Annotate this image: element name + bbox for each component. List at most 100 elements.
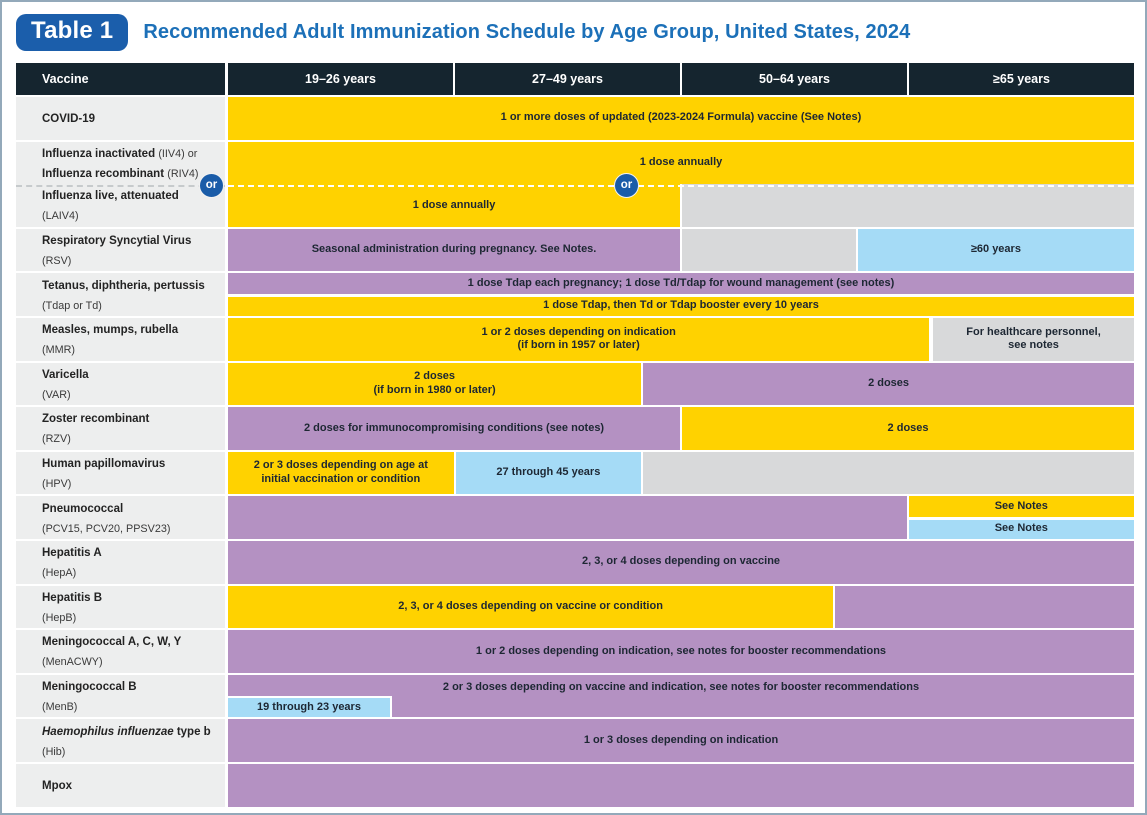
schedule-bar-yellow: 1 dose Tdap, then Td or Tdap booster eve… [228, 294, 1134, 316]
schedule-bar-gray [641, 451, 1134, 495]
row-bar-area: 2 or 3 doses depending on vaccine and in… [228, 674, 1134, 718]
schedule-bar-gray [680, 228, 856, 272]
vaccine-row: Respiratory Syncytial Virus (RSV) Seasonal… [16, 228, 1134, 272]
vaccine-name-line: Hepatitis A [42, 547, 102, 560]
vaccine-name-line: Meningococcal B [42, 681, 137, 694]
vaccine-row: Zoster recombinant (RZV) 2 doses for immun… [16, 407, 1134, 450]
row-bar-area: 2, 3, or 4 doses depending on vaccine or… [228, 585, 1134, 629]
vaccine-name-line: Measles, mumps, rubella [42, 324, 179, 337]
vaccine-row: Measles, mumps, rubella (MMR) 1 or 2 doses… [16, 317, 1134, 361]
schedule-bar-gray: For healthcare personnel, see notes [931, 317, 1134, 361]
schedule-bar-blue: See Notes [906, 517, 1134, 539]
schedule-bar-purple: 2 or 3 doses depending on vaccine and in… [228, 674, 1134, 718]
bar-text: ≥60 years [970, 243, 1021, 256]
bar-text: see notes [1008, 339, 1059, 352]
bar-text: initial vaccination or condition [261, 473, 421, 486]
vaccine-row: Influenza live, attenuated (LAIV4) 1 dose … [16, 184, 1134, 227]
vaccine-name: Pneumococcal (PCV15, PCV20, PPSV23) [16, 496, 225, 539]
vaccine-name-line: Respiratory Syncytial Virus [42, 235, 192, 248]
row-bar-area: 2 doses (if born in 1980 or later) 2 doses [228, 362, 1134, 406]
vaccine-name-line: (RSV) [42, 255, 72, 268]
vaccine-name-line: Varicella [42, 368, 89, 381]
vaccine-row: Hepatitis B (HepB) 2, 3, or 4 doses depend… [16, 585, 1134, 629]
schedule-bar-purple: 2, 3, or 4 doses depending on vaccine [228, 540, 1134, 584]
schedule-bar-purple [228, 763, 1134, 807]
vaccine-name-line: Pneumococcal [42, 502, 124, 515]
age-group-header-0: 19–26 years [228, 63, 453, 95]
vaccine-row: COVID-19 1 or more doses of updated (2023… [16, 97, 1134, 140]
schedule-bar-gray [680, 184, 1134, 227]
vaccine-row: Varicella (VAR) 2 doses (if born in 1980 or… [16, 362, 1134, 406]
schedule-bar-purple [228, 496, 907, 539]
row-bar-area [228, 763, 1134, 807]
vaccine-name-line: Hepatitis B [42, 591, 103, 604]
schedule-bar-yellow: 1 or more doses of updated (2023-2024 Fo… [228, 97, 1134, 140]
row-bar-area: 2, 3, or 4 doses depending on vaccine [228, 540, 1134, 584]
bar-text: 1 or more doses of updated (2023-2024 Fo… [500, 111, 862, 124]
schedule-bar-purple: 2 doses for immunocompromising condition… [228, 407, 681, 450]
bar-text: 2 doses [868, 376, 910, 389]
schedule-bar-yellow: 1 dose annually [228, 184, 681, 227]
vaccine-name-line: Human papillomavirus [42, 458, 166, 471]
row-bar-area: 2 doses for immunocompromising condition… [228, 407, 1134, 450]
bar-text: 2 or 3 doses depending on vaccine and in… [442, 680, 920, 693]
row-bar-area: See Notes See Notes [228, 496, 1134, 539]
vaccine-name: Hepatitis A (HepA) [16, 540, 225, 584]
vaccine-name-line: (MMR) [42, 344, 75, 357]
vaccine-name-line: (LAIV4) [42, 210, 79, 223]
vaccine-name: Varicella (VAR) [16, 362, 225, 406]
vaccine-name: Hepatitis B (HepB) [16, 585, 225, 629]
row-bar-area: 1 dose annually [228, 184, 1134, 227]
vaccine-name: Measles, mumps, rubella (MMR) [16, 317, 225, 361]
vaccine-name: Influenza inactivated (IIV4) or Influenza… [16, 141, 225, 185]
schedule-bar-purple: 1 or 2 doses depending on indication, se… [228, 630, 1134, 673]
vaccine-name-line: Meningococcal A, C, W, Y [42, 636, 182, 649]
vaccine-name: Mpox [16, 763, 225, 807]
table-number-badge: Table 1 [16, 13, 129, 52]
vaccine-name-line: (MenACWY) [42, 656, 103, 669]
bar-text: 1 or 2 doses depending on indication [481, 325, 676, 338]
schedule-bar-yellow: See Notes [906, 496, 1134, 517]
vaccine-name: Zoster recombinant (RZV) [16, 407, 225, 450]
bar-text: 2 doses [887, 421, 929, 434]
bar-text: 1 dose annually [412, 198, 496, 211]
age-group-header-2: 50–64 years [682, 63, 907, 95]
bar-text: 2 doses for immunocompromising condition… [304, 421, 605, 434]
vaccine-name-line: Haemophilus influenzae type b [42, 725, 211, 738]
bar-text: 27 through 45 years [496, 466, 601, 479]
vaccine-row: Influenza inactivated (IIV4) or Influenza… [16, 141, 1134, 199]
dashed-line [228, 185, 1134, 188]
vaccine-name-line: (MenB) [42, 701, 78, 714]
vaccine-name-line: Influenza recombinant (RIV4) [42, 167, 199, 180]
vaccine-row: Pneumococcal (PCV15, PCV20, PPSV23) See No… [16, 496, 1134, 539]
bar-text: Seasonal administration during pregnancy… [311, 243, 597, 256]
vaccine-name-line: (HPV) [42, 478, 72, 491]
row-bar-area: 2 or 3 doses depending on age at initial … [228, 451, 1134, 495]
page-title: Recommended Adult Immunization Schedule … [143, 21, 911, 43]
bar-text: See Notes [994, 522, 1048, 535]
vaccine-name-line: (Hib) [42, 745, 66, 758]
or-badge: or [614, 173, 639, 199]
vaccine-column-header: Vaccine [16, 63, 225, 95]
schedule-bar-purple: 1 or 3 doses depending on indication [228, 719, 1134, 762]
vaccine-name: Meningococcal B (MenB) [16, 674, 225, 718]
schedule-bar-purple [833, 585, 1134, 629]
column-header-row: Vaccine 19–26 years 27–49 years 50–64 year… [16, 63, 1134, 95]
vaccine-name: Meningococcal A, C, W, Y (MenACWY) [16, 630, 225, 673]
vaccine-name-line: Tetanus, diphtheria, pertussis [42, 279, 205, 292]
vaccine-name: Human papillomavirus (HPV) [16, 451, 225, 495]
bar-text: 2 doses [414, 370, 456, 383]
vaccine-row: Mpox [16, 763, 1134, 807]
vaccine-name-line: Influenza live, attenuated [42, 190, 179, 203]
bar-text: 1 or 3 doses depending on indication [583, 733, 779, 746]
schedule-bar-yellow: 2, 3, or 4 doses depending on vaccine or… [228, 585, 834, 629]
row-bar-area: Seasonal administration during pregnancy… [228, 228, 1134, 272]
vaccine-name: COVID-19 [16, 97, 225, 140]
vaccine-name-line: (HepA) [42, 567, 77, 580]
vaccine-name: Influenza live, attenuated (LAIV4) [16, 184, 225, 227]
vaccine-row: Hepatitis A (HepA) 2, 3, or 4 doses depend… [16, 540, 1134, 584]
row-bar-area: 1 or 3 doses depending on indication [228, 719, 1134, 762]
bar-text: 1 or 2 doses depending on indication, se… [475, 644, 887, 657]
or-badge: or [199, 173, 224, 199]
